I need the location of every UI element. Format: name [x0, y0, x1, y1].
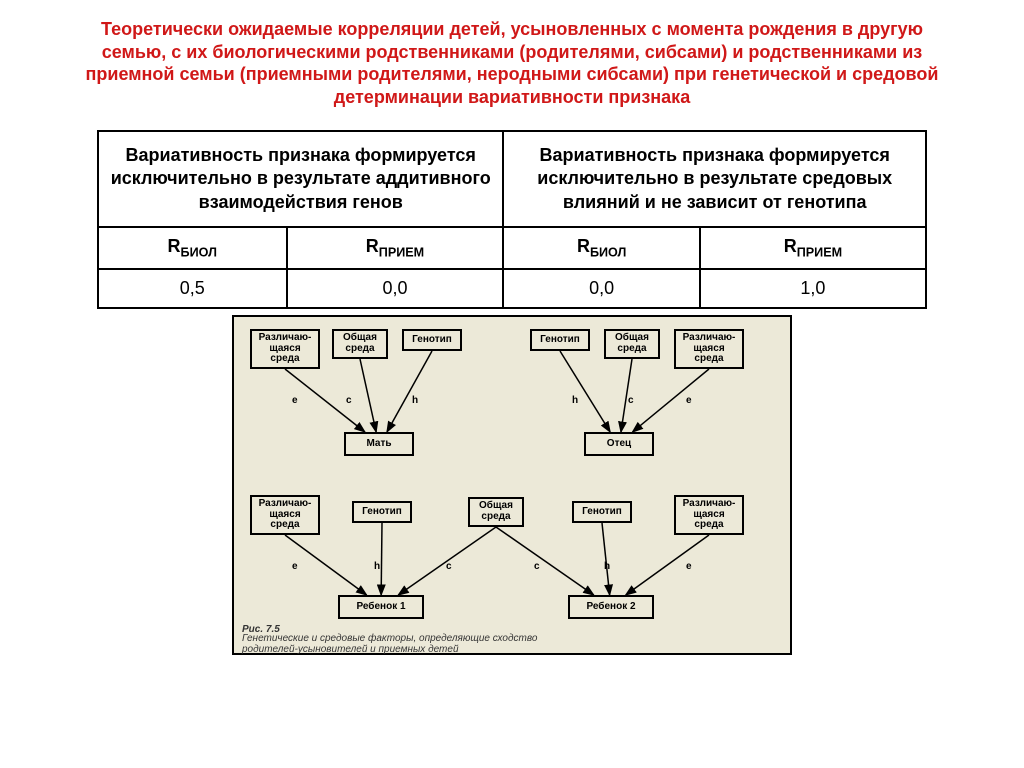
diagram-node: Генотип — [572, 501, 632, 523]
sub-header-rpriem-1: RПРИЕМ — [287, 227, 504, 269]
edge-label: c — [534, 561, 540, 572]
diagram-node: Ребенок 2 — [568, 595, 654, 619]
diagram-node: Мать — [344, 432, 414, 456]
edge-label: e — [686, 561, 692, 572]
diagram-node: Различаю- щаяся среда — [250, 329, 320, 369]
diagram-node: Генотип — [402, 329, 462, 351]
edge-label: h — [412, 395, 418, 406]
value-cell: 0,0 — [287, 269, 504, 308]
diagram-node: Общая среда — [468, 497, 524, 527]
value-cell: 0,0 — [503, 269, 699, 308]
table-row: RБИОЛ RПРИЕМ RБИОЛ RПРИЕМ — [98, 227, 926, 269]
diagram-node: Различаю- щаяся среда — [674, 495, 744, 535]
col-header-genetic: Вариативность признака формируется исклю… — [98, 131, 503, 227]
diagram-node: Ребенок 1 — [338, 595, 424, 619]
diagram-node: Различаю- щаяся среда — [674, 329, 744, 369]
value-cell: 1,0 — [700, 269, 926, 308]
diagram-node: Отец — [584, 432, 654, 456]
col-header-environment: Вариативность признака формируется исклю… — [503, 131, 926, 227]
sub-header-rbiol-2: RБИОЛ — [503, 227, 699, 269]
edge-label: e — [686, 395, 692, 406]
diagram-container: Рис. 7.5 Генетические и средовые факторы… — [232, 315, 792, 655]
value-cell: 0,5 — [98, 269, 287, 308]
diagram-caption-text: Генетические и средовые факторы, определ… — [242, 633, 537, 655]
table-row: Вариативность признака формируется исклю… — [98, 131, 926, 227]
diagram-node: Генотип — [530, 329, 590, 351]
edge-label: c — [628, 395, 634, 406]
edge-label: h — [374, 561, 380, 572]
sub-header-rbiol-1: RБИОЛ — [98, 227, 287, 269]
edge-label: c — [446, 561, 452, 572]
edge-label: h — [572, 395, 578, 406]
edge-label: h — [604, 561, 610, 572]
diagram-node: Генотип — [352, 501, 412, 523]
page-title: Теоретически ожидаемые корреляции детей,… — [0, 0, 1024, 118]
correlation-table: Вариативность признака формируется исклю… — [97, 130, 927, 309]
diagram-node: Общая среда — [332, 329, 388, 359]
diagram-node: Общая среда — [604, 329, 660, 359]
edge-label: e — [292, 395, 298, 406]
structural-diagram: Рис. 7.5 Генетические и средовые факторы… — [232, 315, 792, 655]
diagram-node: Различаю- щаяся среда — [250, 495, 320, 535]
sub-header-rpriem-2: RПРИЕМ — [700, 227, 926, 269]
edge-label: e — [292, 561, 298, 572]
table-row: 0,5 0,0 0,0 1,0 — [98, 269, 926, 308]
edge-label: c — [346, 395, 352, 406]
